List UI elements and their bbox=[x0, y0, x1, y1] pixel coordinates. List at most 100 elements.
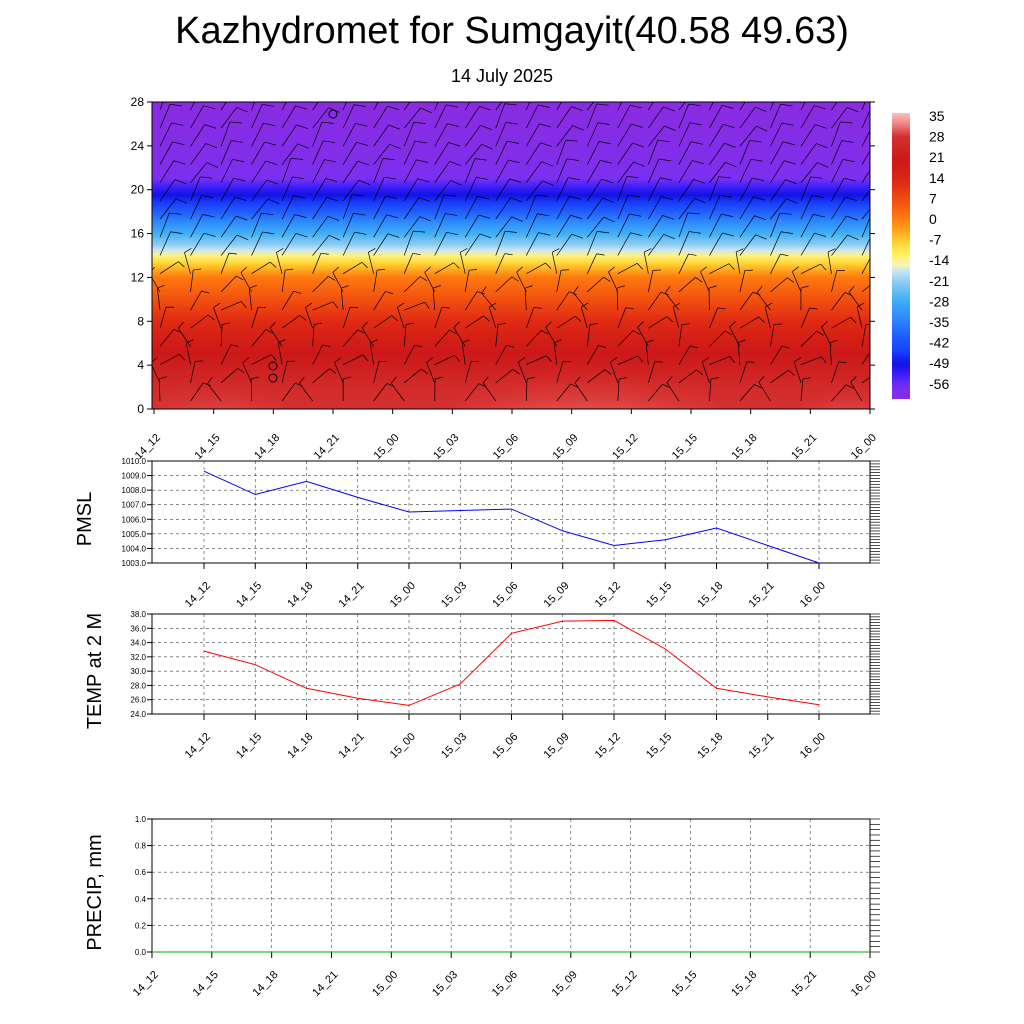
x-tick-label: 15_00 bbox=[370, 969, 400, 999]
wind-barb bbox=[373, 214, 399, 238]
wind-barb-staff bbox=[770, 122, 783, 147]
wind-barb-feather bbox=[821, 356, 827, 364]
wind-barb-feather bbox=[725, 161, 737, 168]
wind-barb bbox=[464, 125, 492, 147]
wind-barb-staff bbox=[495, 276, 513, 293]
wind-barb bbox=[709, 142, 736, 165]
wind-barb-feather bbox=[424, 301, 430, 309]
wind-barb-feather bbox=[179, 354, 186, 361]
wind-barb-feather bbox=[508, 159, 521, 164]
wind-barb bbox=[220, 102, 227, 111]
wind-barb bbox=[770, 345, 790, 365]
wind-barb-feather bbox=[229, 121, 242, 124]
wind-barb bbox=[373, 143, 401, 165]
wind-barb-staff bbox=[312, 324, 315, 347]
wind-barb-feather bbox=[625, 307, 634, 309]
wind-barb-feather bbox=[390, 376, 397, 384]
wind-barb-staff bbox=[312, 253, 322, 274]
wind-barb-feather bbox=[729, 321, 736, 328]
wind-barb-feather bbox=[820, 263, 827, 271]
wind-barb-staff bbox=[281, 195, 294, 220]
wind-barb-feather bbox=[449, 329, 457, 335]
wind-barb-staff bbox=[281, 102, 287, 111]
wind-barb bbox=[708, 285, 717, 311]
wind-barb-staff bbox=[556, 125, 573, 147]
wind-barb bbox=[831, 140, 854, 165]
wind-barb-staff bbox=[800, 330, 818, 347]
wind-barb-staff bbox=[453, 327, 466, 347]
wind-barb bbox=[678, 231, 701, 256]
y-tick-label: 0.6 bbox=[135, 868, 147, 877]
wind-barb-feather bbox=[753, 196, 765, 201]
wind-barb bbox=[525, 142, 552, 165]
wind-barb-feather bbox=[251, 376, 259, 380]
wind-barb-feather bbox=[261, 212, 274, 216]
wind-barb bbox=[739, 158, 763, 183]
wind-barb bbox=[709, 232, 735, 256]
wind-barb-staff bbox=[403, 178, 418, 202]
wind-barb-staff bbox=[701, 361, 710, 383]
wind-barb-feather bbox=[305, 302, 313, 308]
wind-barb-staff bbox=[709, 176, 720, 202]
wind-barb-feather bbox=[535, 194, 548, 197]
wind-barb bbox=[251, 354, 277, 365]
wind-barb-feather bbox=[419, 216, 432, 222]
wind-barb-feather bbox=[813, 105, 826, 110]
wind-barb bbox=[678, 160, 704, 183]
wind-barb bbox=[403, 230, 426, 256]
wind-barb-staff bbox=[648, 270, 654, 292]
wind-barb bbox=[213, 302, 222, 329]
wind-barb-feather bbox=[353, 213, 366, 216]
wind-barb-feather bbox=[477, 291, 485, 295]
wind-barb-feather bbox=[201, 290, 210, 294]
y-tick-label: 1005.0 bbox=[122, 530, 147, 539]
wind-barb bbox=[800, 102, 806, 111]
wind-barb-feather bbox=[478, 383, 487, 388]
wind-barb-staff bbox=[770, 369, 789, 384]
wind-barb bbox=[556, 291, 577, 311]
wind-barb bbox=[739, 361, 755, 383]
wind-barb-staff bbox=[739, 140, 750, 165]
wind-barb bbox=[464, 291, 485, 311]
wind-barb-staff bbox=[373, 233, 389, 256]
wind-barb bbox=[495, 368, 520, 384]
wind-barb-feather bbox=[385, 291, 394, 295]
wind-barb bbox=[709, 307, 726, 329]
wind-barb bbox=[800, 377, 811, 402]
wind-barb-staff bbox=[709, 102, 714, 111]
wind-barb bbox=[342, 354, 369, 365]
wind-barb bbox=[369, 339, 378, 365]
wind-barb-staff bbox=[342, 179, 360, 202]
wind-barb bbox=[770, 122, 794, 147]
wind-barb bbox=[525, 376, 535, 402]
wind-barb bbox=[367, 248, 376, 274]
wind-barb-feather bbox=[441, 307, 450, 309]
wind-barb-staff bbox=[248, 288, 252, 311]
wind-barb bbox=[709, 176, 731, 202]
wind-barb-feather bbox=[386, 214, 399, 219]
wind-barb-feather bbox=[361, 321, 368, 329]
wind-barb-staff bbox=[831, 196, 846, 220]
wind-barb-staff bbox=[617, 263, 638, 274]
wind-barb-staff bbox=[251, 198, 269, 220]
wind-barb bbox=[648, 383, 670, 402]
wind-barb bbox=[158, 376, 167, 402]
wind-barb-feather bbox=[721, 105, 734, 109]
wind-barb-feather bbox=[814, 232, 826, 237]
wind-barb bbox=[827, 248, 836, 274]
wind-barb-staff bbox=[464, 125, 481, 147]
wind-barb bbox=[281, 360, 296, 383]
wind-barb-staff bbox=[556, 315, 576, 329]
wind-barb-staff bbox=[464, 106, 480, 129]
wind-barb-feather bbox=[417, 178, 430, 183]
wind-barb-feather bbox=[764, 302, 773, 308]
wind-barb-staff bbox=[587, 178, 602, 202]
wind-barb-staff bbox=[403, 368, 422, 384]
wind-barb-staff bbox=[678, 103, 689, 129]
wind-barb-feather bbox=[170, 103, 183, 107]
wind-barb-feather bbox=[873, 104, 885, 106]
wind-barb-feather bbox=[847, 234, 859, 241]
wind-barb-staff bbox=[464, 196, 478, 220]
wind-barb-feather bbox=[702, 357, 710, 363]
wind-barb-feather bbox=[574, 316, 582, 322]
